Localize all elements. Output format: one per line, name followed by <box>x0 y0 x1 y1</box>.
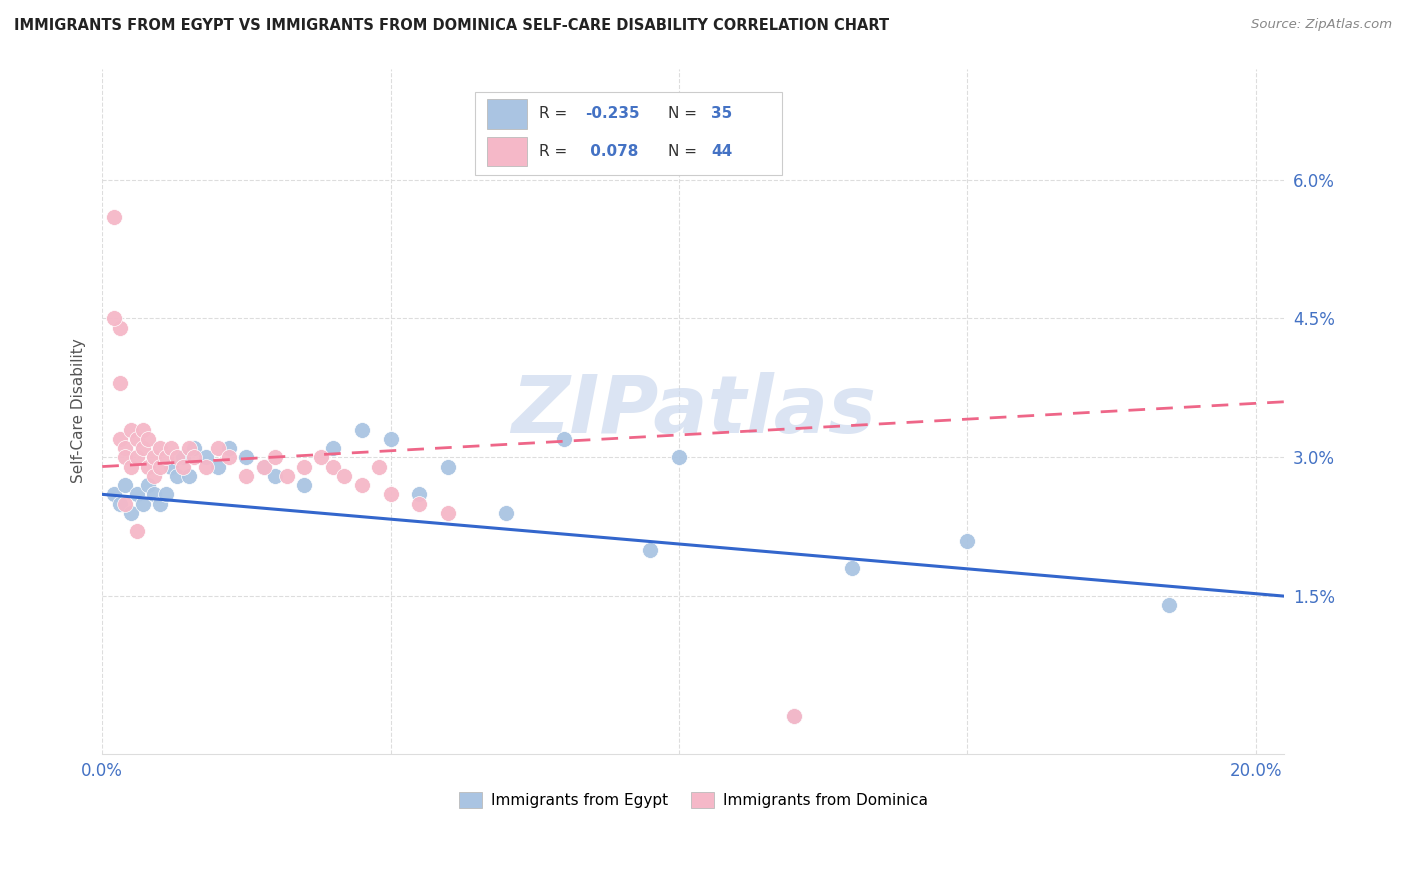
Point <box>149 441 172 455</box>
Point <box>841 561 863 575</box>
Point <box>160 441 183 455</box>
Text: IMMIGRANTS FROM EGYPT VS IMMIGRANTS FROM DOMINICA SELF-CARE DISABILITY CORRELATI: IMMIGRANTS FROM EGYPT VS IMMIGRANTS FROM… <box>14 18 889 33</box>
Point <box>155 487 177 501</box>
Point <box>956 533 979 548</box>
Point <box>668 450 690 465</box>
Point <box>183 441 205 455</box>
Text: Source: ZipAtlas.com: Source: ZipAtlas.com <box>1251 18 1392 31</box>
Point <box>166 450 188 465</box>
Point <box>125 487 148 501</box>
Point <box>333 468 356 483</box>
Point <box>276 468 298 483</box>
Point <box>166 468 188 483</box>
Point <box>108 432 131 446</box>
Point <box>264 468 287 483</box>
Point <box>120 506 142 520</box>
Point <box>114 478 136 492</box>
Point <box>235 450 257 465</box>
Point <box>138 432 160 446</box>
Point <box>143 450 166 465</box>
Point <box>264 450 287 465</box>
Text: ZIPatlas: ZIPatlas <box>510 372 876 450</box>
Point <box>131 497 153 511</box>
Point <box>125 450 148 465</box>
Point <box>120 423 142 437</box>
Point <box>131 441 153 455</box>
Point <box>783 709 806 723</box>
Point <box>125 432 148 446</box>
Point <box>253 459 276 474</box>
Point <box>638 542 661 557</box>
Point <box>172 450 194 465</box>
Point <box>350 478 373 492</box>
Point <box>437 506 460 520</box>
Point <box>253 459 276 474</box>
Point <box>160 459 183 474</box>
Point <box>368 459 391 474</box>
Point <box>131 423 153 437</box>
Point <box>495 506 517 520</box>
Point <box>553 432 575 446</box>
Point <box>322 459 344 474</box>
Point <box>207 441 229 455</box>
Point <box>177 468 200 483</box>
Point <box>235 468 257 483</box>
Point <box>380 487 402 501</box>
Point <box>218 450 240 465</box>
Point <box>103 210 125 224</box>
Point <box>183 450 205 465</box>
Point <box>114 497 136 511</box>
Point <box>114 441 136 455</box>
Point <box>108 497 131 511</box>
Point <box>103 487 125 501</box>
Point <box>155 450 177 465</box>
Legend: Immigrants from Egypt, Immigrants from Dominica: Immigrants from Egypt, Immigrants from D… <box>453 786 934 814</box>
Point <box>311 450 333 465</box>
Point <box>114 450 136 465</box>
Point <box>143 487 166 501</box>
Point <box>380 432 402 446</box>
Point <box>437 459 460 474</box>
Point <box>172 459 194 474</box>
Point <box>108 376 131 391</box>
Point <box>408 487 430 501</box>
Point <box>149 497 172 511</box>
Point <box>408 497 430 511</box>
Point <box>138 478 160 492</box>
Point <box>108 320 131 334</box>
Point <box>103 311 125 326</box>
Point <box>292 478 315 492</box>
Point <box>218 441 240 455</box>
Point <box>143 468 166 483</box>
Point <box>120 459 142 474</box>
Point <box>138 459 160 474</box>
Point <box>783 709 806 723</box>
Point <box>177 441 200 455</box>
Point <box>149 459 172 474</box>
Y-axis label: Self-Care Disability: Self-Care Disability <box>72 339 86 483</box>
Point <box>195 459 218 474</box>
Point <box>207 459 229 474</box>
Point <box>322 441 344 455</box>
Point <box>1157 599 1180 613</box>
Point <box>125 524 148 539</box>
Point <box>350 423 373 437</box>
Point <box>195 450 218 465</box>
Point <box>292 459 315 474</box>
